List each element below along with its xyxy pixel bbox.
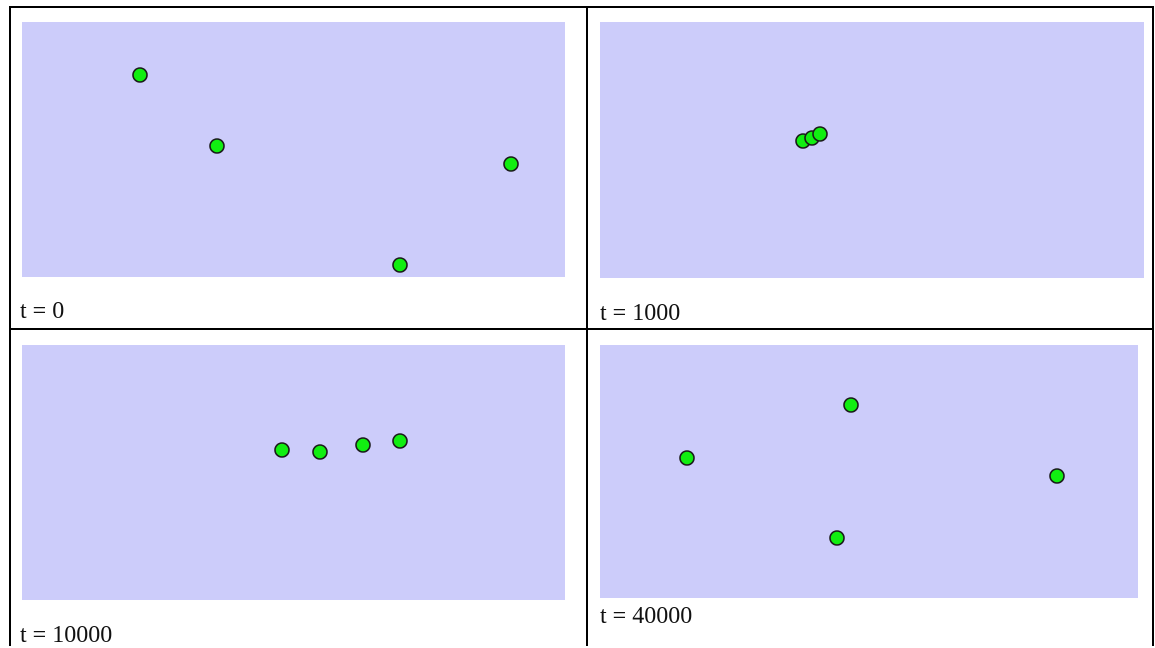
caption-t1000: t = 1000 <box>600 300 681 326</box>
panel-canvas-t0 <box>22 22 565 277</box>
panel-canvas-t1000 <box>600 22 1144 278</box>
table-divider-horizontal <box>9 328 1154 330</box>
table-frame <box>9 6 1154 646</box>
caption-t10000: t = 10000 <box>20 622 113 648</box>
panel-canvas-t10000 <box>22 345 565 600</box>
caption-t0: t = 0 <box>20 298 65 324</box>
caption-t40000: t = 40000 <box>600 603 693 629</box>
panel-canvas-t40000 <box>600 345 1138 598</box>
table-divider-vertical <box>586 6 588 646</box>
